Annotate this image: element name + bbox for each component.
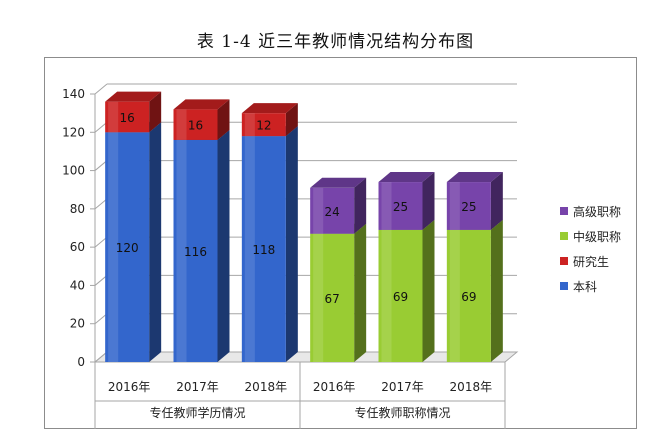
- bar-segment: [105, 132, 150, 362]
- bar-side: [422, 219, 435, 362]
- bar-segment: [241, 113, 286, 137]
- legend-label: 研究生: [573, 254, 609, 269]
- bar-side: [354, 177, 367, 234]
- gridline-depth: [94, 351, 108, 363]
- bar-segment: [241, 136, 286, 362]
- bar-side: [422, 172, 435, 230]
- bar-highlight: [244, 113, 255, 137]
- chart-title: 表 1-4 近三年教师情况结构分布图: [196, 32, 475, 52]
- x-tick-label: 2016年: [313, 380, 356, 394]
- gridline-depth: [94, 275, 108, 286]
- data-label: 12: [256, 119, 271, 133]
- bar-segment: [378, 229, 423, 362]
- y-tick-label: 80: [70, 202, 85, 216]
- gridline-depth: [94, 121, 108, 133]
- gridline-depth: [94, 198, 108, 210]
- y-tick-label: 140: [62, 87, 85, 101]
- group-label: 专任教师职称情况: [354, 405, 450, 420]
- gridline-depth: [94, 236, 108, 248]
- y-tick-label: 40: [70, 278, 85, 292]
- gridline-depth: [94, 83, 108, 95]
- y-tick-label: 20: [70, 317, 85, 331]
- x-tick-label: 2017年: [176, 380, 219, 394]
- bar-segment: [310, 187, 355, 234]
- data-label: 25: [461, 200, 476, 214]
- bar-segment: [378, 182, 423, 230]
- bar-highlight: [176, 139, 187, 362]
- data-label: 16: [120, 111, 135, 125]
- bar-top: [378, 172, 435, 183]
- chart-frame: [44, 57, 637, 429]
- bar-top: [173, 99, 230, 110]
- data-label: 120: [116, 241, 139, 255]
- bar-highlight: [313, 233, 324, 362]
- data-label: 25: [393, 200, 408, 214]
- x-tick-label: 2016年: [108, 380, 151, 394]
- data-label: 69: [461, 290, 476, 304]
- y-tick-label: 0: [77, 355, 85, 369]
- legend-label: 中级职称: [573, 229, 621, 244]
- bar-top: [310, 177, 367, 188]
- bar-segment: [105, 101, 150, 133]
- bar-segment: [173, 139, 218, 362]
- data-label: 24: [325, 205, 340, 219]
- x-tick-label: 2017年: [381, 380, 424, 394]
- bar-top: [105, 91, 162, 102]
- bar-side: [149, 91, 162, 133]
- bar-segment: [310, 233, 355, 362]
- bar-highlight: [381, 229, 392, 362]
- data-label: 69: [393, 290, 408, 304]
- y-tick-label: 60: [70, 240, 85, 254]
- bar-side: [354, 223, 367, 362]
- data-label: 118: [252, 243, 275, 257]
- bar-highlight: [449, 229, 460, 362]
- bar-side: [285, 103, 298, 137]
- bar-segment: [173, 109, 218, 140]
- x-tick-label: 2018年: [450, 380, 493, 394]
- data-label: 116: [184, 245, 207, 259]
- y-tick-label: 100: [62, 164, 85, 178]
- bar-side: [217, 129, 230, 362]
- legend-swatch: [560, 282, 568, 290]
- legend-swatch: [560, 232, 568, 240]
- y-tick-label: 120: [62, 125, 85, 139]
- bar-highlight: [244, 136, 255, 362]
- bar-top: [446, 172, 503, 183]
- bar-segment: [446, 182, 491, 230]
- gridline-depth: [94, 313, 108, 325]
- data-label: 16: [188, 119, 203, 133]
- bar-side: [149, 122, 162, 363]
- bar-highlight: [176, 109, 187, 140]
- gridline-depth: [94, 160, 108, 171]
- x-tick-label: 2018年: [245, 380, 288, 394]
- bar-highlight: [108, 132, 119, 362]
- bar-highlight: [449, 182, 460, 230]
- bar-side: [285, 126, 298, 362]
- bar-highlight: [313, 187, 324, 234]
- legend-label: 高级职称: [573, 204, 621, 219]
- bar-segment: [446, 229, 491, 362]
- bar-side: [217, 99, 230, 140]
- bar-side: [490, 172, 503, 230]
- data-label: 67: [325, 292, 340, 306]
- legend-swatch: [560, 257, 568, 265]
- bar-top: [241, 103, 298, 114]
- group-label: 专任教师学历情况: [149, 405, 245, 420]
- bar-highlight: [381, 182, 392, 230]
- bar-highlight: [108, 101, 119, 133]
- legend-swatch: [560, 207, 568, 215]
- bar-side: [490, 219, 503, 362]
- legend-label: 本科: [573, 280, 597, 294]
